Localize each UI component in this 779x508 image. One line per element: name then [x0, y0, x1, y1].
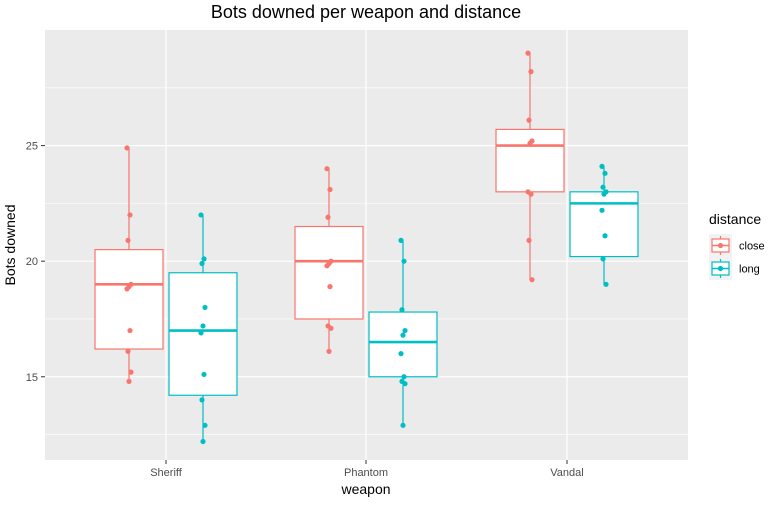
legend-point — [717, 265, 724, 272]
data-point — [528, 69, 534, 75]
data-point — [600, 256, 606, 262]
x-tick-label: Vandal — [550, 467, 583, 479]
data-point — [402, 327, 408, 334]
data-point — [527, 140, 533, 146]
data-point — [324, 263, 330, 269]
y-axis: 15 20 25 — [26, 141, 45, 384]
data-point — [599, 163, 605, 169]
y-tick-label: 25 — [26, 141, 38, 153]
data-point — [201, 256, 207, 262]
data-point — [601, 191, 607, 197]
data-point — [603, 281, 609, 287]
data-point — [529, 277, 535, 283]
data-point — [199, 260, 205, 267]
data-point — [125, 237, 131, 243]
data-point — [127, 327, 133, 334]
data-point — [602, 233, 608, 239]
data-point — [400, 332, 406, 338]
data-point — [602, 170, 608, 176]
box-body — [368, 311, 438, 378]
data-point — [202, 304, 208, 311]
data-point — [198, 330, 204, 336]
data-point — [124, 286, 130, 292]
legend-item-close: close — [709, 234, 765, 257]
data-point — [327, 284, 333, 290]
data-point — [201, 371, 207, 378]
data-point — [128, 369, 134, 375]
data-point — [528, 191, 534, 197]
legend-label: long — [739, 264, 760, 276]
box-body — [94, 249, 164, 350]
data-point — [327, 186, 333, 193]
data-point — [126, 378, 132, 384]
x-tick-label: Sheriff — [150, 467, 183, 479]
data-point — [124, 145, 130, 151]
data-point — [324, 166, 330, 172]
legend-items: close long — [709, 234, 765, 280]
box-body — [569, 191, 639, 258]
data-point — [399, 307, 405, 313]
box-close-phantom — [294, 168, 364, 352]
legend-item-long: long — [709, 257, 760, 280]
data-point — [398, 237, 404, 243]
data-point — [200, 438, 206, 445]
data-point — [400, 422, 406, 428]
points-layer — [124, 50, 609, 445]
data-point — [326, 348, 332, 354]
chart-title: Bots downed per weapon and distance — [211, 2, 521, 22]
data-point — [199, 397, 205, 403]
data-point — [125, 348, 131, 354]
data-point — [402, 381, 408, 387]
y-tick-label: 15 — [26, 372, 38, 384]
x-tick-label: Phantom — [344, 467, 388, 479]
data-point — [325, 214, 331, 220]
data-point — [127, 212, 133, 218]
data-point — [200, 323, 206, 329]
data-point — [525, 50, 531, 56]
box-long-vandal — [569, 166, 639, 285]
data-point — [401, 374, 407, 380]
grid-lines — [45, 30, 688, 460]
data-point — [328, 325, 334, 331]
data-point — [600, 184, 606, 190]
x-axis-title: weapon — [340, 481, 390, 497]
y-axis-title: Bots downed — [2, 205, 18, 286]
box-body — [495, 128, 565, 193]
box-long-phantom — [368, 240, 438, 426]
legend-title: distance — [709, 211, 761, 227]
legend: distance close long — [709, 211, 765, 280]
legend-label: close — [739, 241, 765, 253]
data-point — [526, 117, 532, 123]
data-point — [599, 207, 605, 213]
legend-point — [717, 242, 724, 249]
x-axis: Sheriff Phantom Vandal — [150, 460, 584, 479]
box-body — [294, 225, 364, 320]
data-point — [398, 351, 404, 357]
data-point — [401, 258, 407, 264]
data-point — [202, 422, 208, 428]
data-point — [198, 212, 204, 218]
data-point — [526, 237, 532, 243]
y-tick-label: 20 — [26, 256, 38, 268]
